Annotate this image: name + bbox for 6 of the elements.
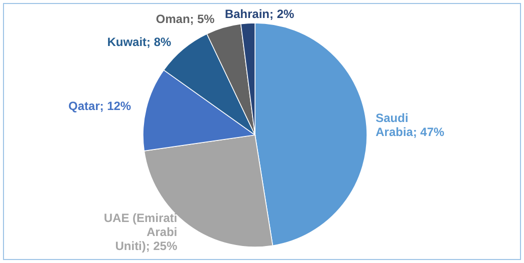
slice-label: Qatar; 12% (68, 99, 132, 114)
slice-label: Bahrain; 2% (224, 7, 294, 22)
slice-label: UAE (Emirati Arabi Uniti); 25% (102, 211, 178, 254)
slice-label: Oman; 5% (156, 12, 215, 26)
slice-label: Saudi Arabia; 47% (376, 111, 446, 140)
slice-label: Kuwait; 8% (107, 35, 172, 50)
